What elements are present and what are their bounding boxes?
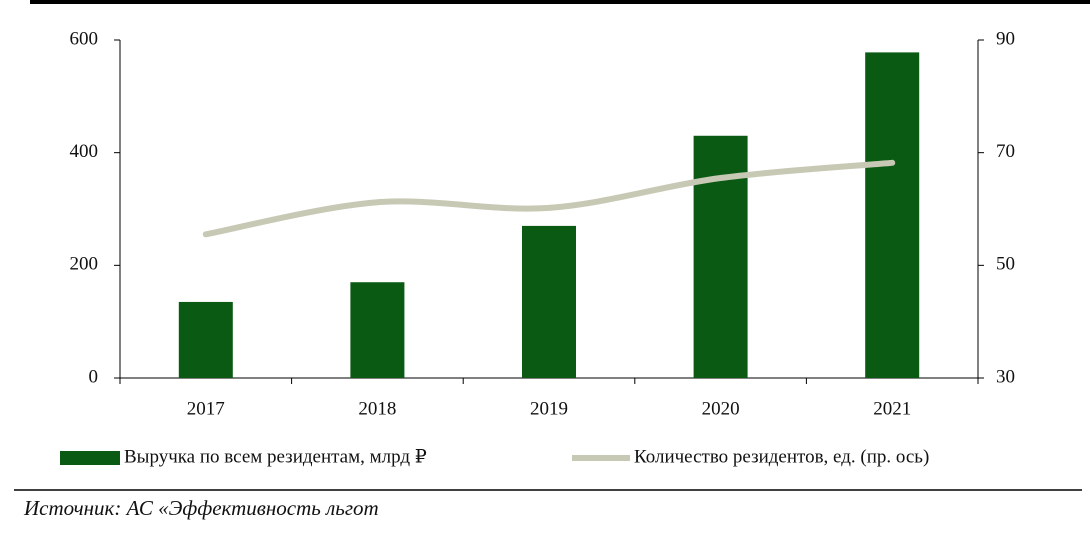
y-tick-label: 200 (70, 254, 99, 275)
y-tick-label: 0 (89, 366, 99, 387)
y2-tick-label: 90 (996, 28, 1015, 49)
x-tick-label: 2017 (187, 398, 225, 419)
x-tick-label: 2019 (530, 398, 568, 419)
y-tick-label: 600 (70, 28, 99, 49)
y2-tick-label: 30 (996, 366, 1015, 387)
line (202, 159, 896, 238)
source-note: Источник: АС «Эффективность льгот (23, 496, 379, 520)
bar (350, 282, 405, 378)
legend-label: Количество резидентов, ед. (пр. ось) (634, 446, 929, 467)
bar (693, 135, 748, 378)
x-tick-label: 2020 (702, 398, 740, 419)
x-tick-label: 2018 (358, 398, 396, 419)
x-tick-label: 2021 (873, 398, 911, 419)
y2-tick-label: 50 (996, 254, 1015, 275)
y2-tick-label: 70 (996, 141, 1015, 162)
legend-label: Выручка по всем резидентам, млрд ₽ (124, 446, 427, 467)
bar (522, 225, 576, 378)
top-rule (30, 0, 1090, 4)
y-tick-label: 400 (70, 141, 99, 162)
bar (865, 52, 920, 378)
legend-swatch (60, 451, 120, 465)
bar (178, 301, 233, 378)
